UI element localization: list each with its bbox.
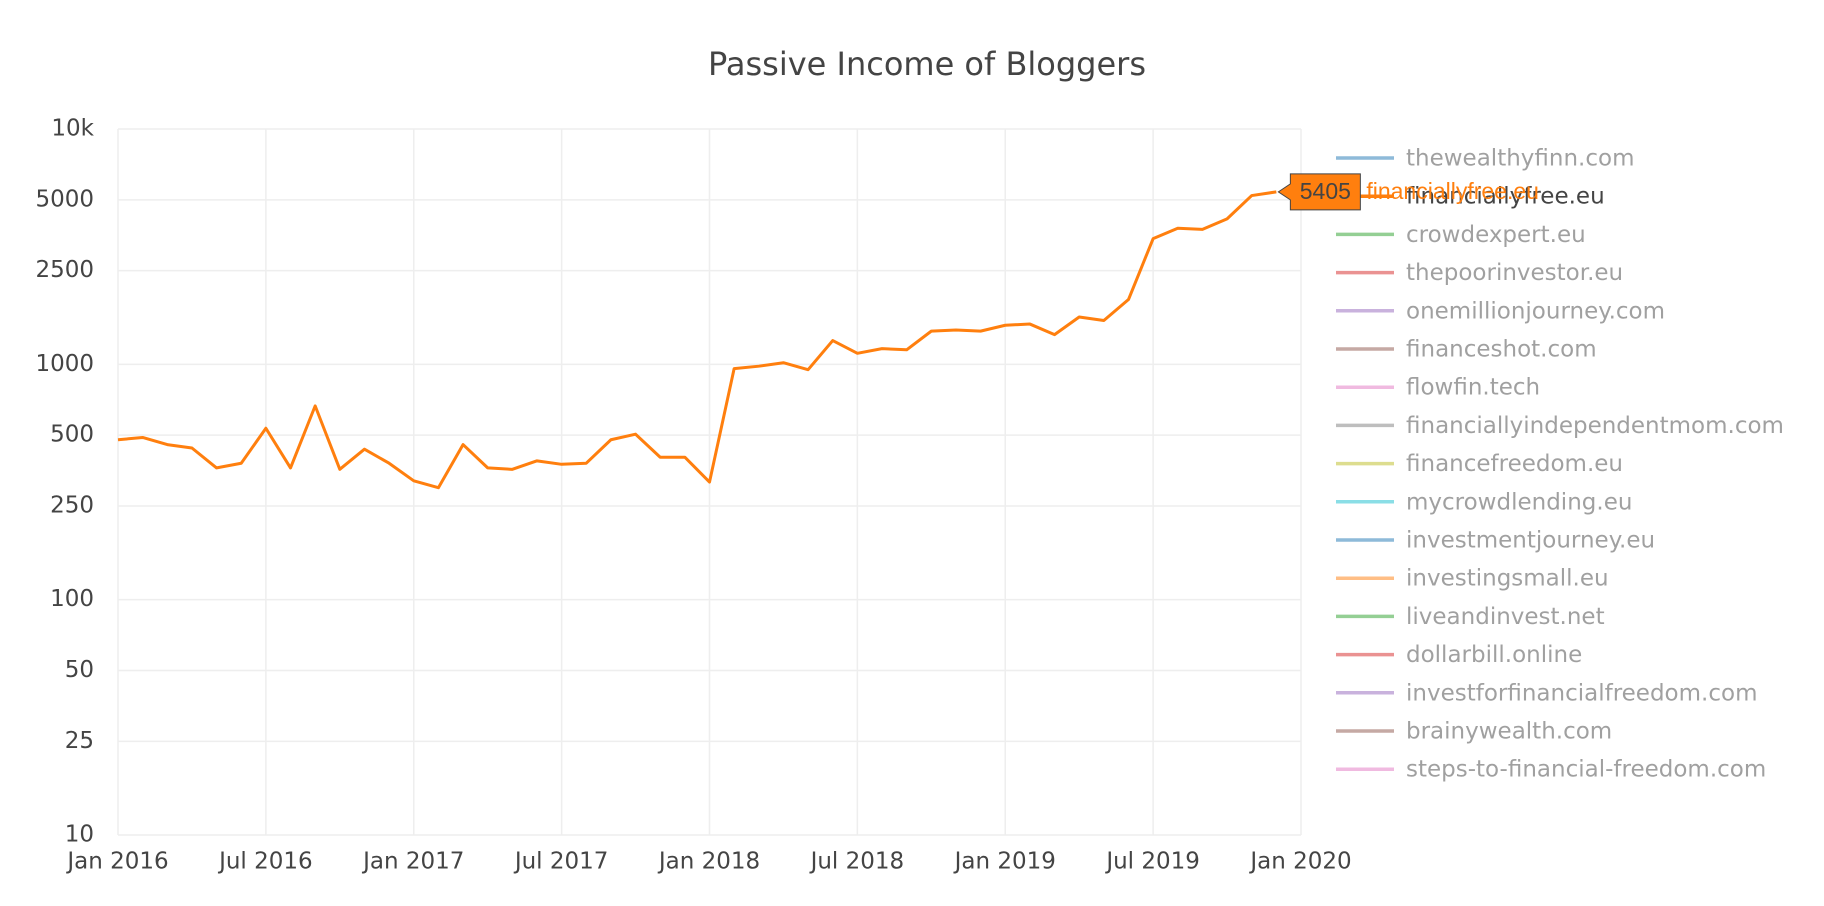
legend-item[interactable]: onemillionjourney.com [1336, 298, 1665, 324]
x-tick-label: Jan 2018 [657, 849, 760, 875]
x-tick-label: Jul 2019 [1104, 849, 1200, 875]
legend-label: financiallyfree.eu [1406, 184, 1605, 210]
y-tick-label: 25 [65, 728, 94, 754]
legend-label: dollarbill.online [1406, 642, 1582, 668]
legend-label: investingsmall.eu [1406, 566, 1609, 592]
y-tick-label: 250 [50, 493, 94, 519]
plot [117, 190, 1277, 490]
y-tick-label: 2500 [35, 257, 94, 283]
x-tick-label: Jul 2017 [513, 849, 609, 875]
line-series [117, 190, 1277, 490]
hover-name: financiallyfree.eu [1366, 178, 1539, 204]
legend-label: liveandinvest.net [1406, 604, 1605, 630]
legend-label: investforfinancialfreedom.com [1406, 680, 1757, 706]
legend-item[interactable]: brainywealth.com [1336, 719, 1612, 745]
legend-item[interactable]: investforfinancialfreedom.com [1336, 680, 1757, 706]
legend-label: onemillionjourney.com [1406, 298, 1665, 324]
hover-value: 5405 [1300, 178, 1351, 204]
legend-label: financiallyindependentmom.com [1406, 413, 1784, 439]
legend-item[interactable]: financeshot.com [1336, 337, 1597, 363]
y-tick-label: 1000 [35, 351, 94, 377]
legend-label: mycrowdlending.eu [1406, 489, 1632, 515]
x-tick-label: Jul 2016 [217, 849, 313, 875]
legend-item[interactable]: steps-to-financial-freedom.com [1336, 757, 1766, 783]
legend-item[interactable]: financiallyindependentmom.com [1336, 413, 1784, 439]
legend-label: steps-to-financial-freedom.com [1406, 757, 1766, 783]
x-tick-label: Jul 2018 [809, 849, 905, 875]
chart-title: Passive Income of Bloggers [708, 45, 1146, 83]
y-tick-label: 10 [65, 822, 94, 848]
grid: 10 25 50 100 250 500 1000 2500 5000 10k Jan 2016 Ju… [35, 116, 1351, 875]
legend-item[interactable]: investingsmall.eu [1336, 566, 1609, 592]
legend-label: flowfin.tech [1406, 375, 1540, 401]
legend-item[interactable]: investmentjourney.eu [1336, 528, 1655, 554]
legend-item[interactable]: flowfin.tech [1336, 375, 1540, 401]
x-tick-label: Jan 2016 [65, 849, 168, 875]
legend-item[interactable]: financefreedom.eu [1336, 451, 1623, 477]
legend: thewealthyfinn.com financiallyfree.eu crow… [1336, 146, 1784, 783]
legend-label: financefreedom.eu [1406, 451, 1623, 477]
hover-box [1277, 173, 1361, 211]
legend-item[interactable]: crowdexpert.eu [1336, 222, 1586, 248]
legend-item[interactable]: thepoorinvestor.eu [1336, 260, 1623, 286]
hover-label: 5405 financiallyfree.eu [1277, 173, 1539, 211]
y-tick-label: 100 [50, 586, 94, 612]
y-tick-label: 5000 [35, 186, 94, 212]
y-tick-label: 10k [51, 116, 94, 142]
legend-item[interactable]: mycrowdlending.eu [1336, 489, 1632, 515]
x-tick-label: Jan 2019 [953, 849, 1056, 875]
y-tick-label: 500 [50, 422, 94, 448]
legend-label: financeshot.com [1406, 337, 1597, 363]
legend-label: thepoorinvestor.eu [1406, 260, 1623, 286]
x-tick-label: Jan 2020 [1248, 849, 1351, 875]
x-tick-label: Jan 2017 [361, 849, 464, 875]
legend-label: investmentjourney.eu [1406, 528, 1655, 554]
legend-item[interactable]: thewealthyfinn.com [1336, 146, 1634, 172]
legend-label: crowdexpert.eu [1406, 222, 1586, 248]
y-tick-label: 50 [65, 657, 94, 683]
legend-item[interactable]: liveandinvest.net [1336, 604, 1605, 630]
legend-label: brainywealth.com [1406, 719, 1612, 745]
legend-label: thewealthyfinn.com [1406, 146, 1634, 172]
legend-item[interactable]: dollarbill.online [1336, 642, 1582, 668]
